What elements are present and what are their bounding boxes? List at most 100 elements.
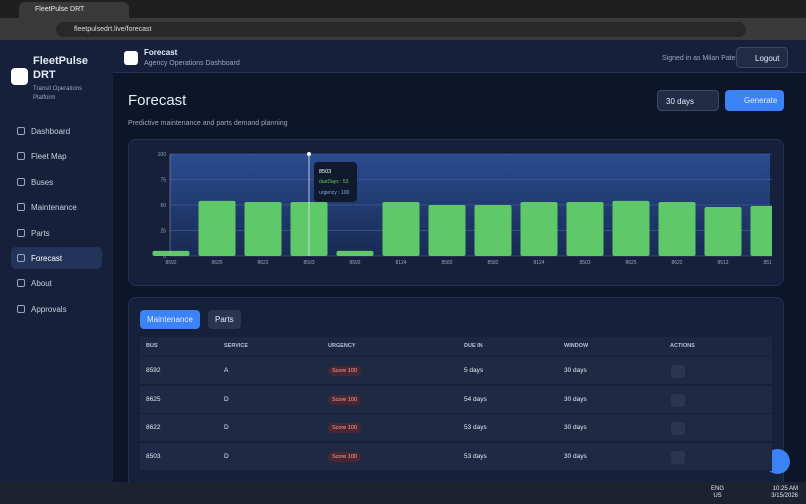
table-row (140, 385, 772, 414)
nav-item[interactable]: Maintenance (11, 196, 102, 218)
bar (152, 250, 190, 256)
nav-item[interactable]: Fleet Map (11, 145, 102, 167)
nav-item[interactable]: Dashboard (11, 120, 102, 142)
bar (244, 201, 282, 256)
x-tick-label: 8582 (441, 260, 452, 266)
x-tick-label: 8592 (165, 260, 176, 266)
column-header: DUE IN (464, 343, 483, 349)
logout-button[interactable]: Logout (736, 47, 788, 68)
delete-button[interactable] (671, 422, 685, 436)
tooltip-line: dueDays : 53 (319, 179, 349, 185)
table-cell: 53 days (464, 453, 487, 461)
bar (658, 201, 696, 256)
table-header (140, 337, 772, 356)
y-tick-label: 0 (163, 254, 166, 260)
topbar (113, 40, 806, 73)
page-title: Forecast (128, 92, 187, 109)
browser-tab[interactable]: FleetPulse DRT (19, 2, 129, 18)
table-cell: 30 days (564, 395, 587, 403)
table-cell: 30 days (564, 424, 587, 432)
bar (750, 206, 772, 256)
table-row (140, 443, 772, 472)
bar (612, 200, 650, 256)
generate-button[interactable]: Generate (725, 90, 784, 111)
lang: ENG (711, 486, 725, 492)
bar (520, 201, 558, 256)
table-cell: 53 days (464, 424, 487, 432)
nav-item[interactable]: Parts (11, 222, 102, 244)
range-select[interactable]: 30 days (657, 90, 719, 111)
table-cell: 30 days (564, 367, 587, 374)
x-tick-label: 8625 (211, 260, 222, 266)
bar (566, 201, 604, 256)
delete-button[interactable] (671, 365, 685, 378)
x-tick-label: 8582 (487, 260, 498, 266)
table-cell: 5 days (464, 367, 484, 374)
x-tick-label: 8503 (303, 260, 314, 266)
bar (336, 250, 374, 256)
y-tick-label: 75 (160, 178, 166, 184)
taskbar (0, 482, 806, 504)
logo (11, 68, 28, 85)
date: 3/15/2026 (771, 493, 798, 499)
y-tick-label: 100 (158, 152, 167, 158)
clock: 10:25 AM 3/15/2026 (766, 486, 798, 500)
table-cell: A (224, 367, 229, 374)
x-tick-label: 8592 (349, 260, 360, 266)
nav-icon (17, 304, 25, 313)
table-cell: 8622 (146, 424, 161, 432)
nav-item[interactable]: About (11, 272, 102, 294)
table-row (140, 414, 772, 443)
delete-button[interactable] (671, 393, 685, 407)
x-tick-label: 8124 (533, 260, 544, 266)
bar (474, 205, 512, 256)
tooltip (314, 162, 357, 202)
table-cell: D (224, 424, 229, 432)
signed-in: Signed in as Milan Patel (662, 55, 738, 62)
urgency-badge: Score 100 (328, 452, 362, 463)
brand: FleetPulse DRT (33, 55, 89, 81)
tab[interactable]: Maintenance (140, 310, 200, 329)
region: US (713, 493, 722, 499)
x-tick-label: 8512 (717, 260, 728, 266)
bar (382, 201, 420, 256)
page-description: Predictive maintenance and parts demand … (128, 120, 288, 127)
nav-item[interactable]: Buses (11, 171, 102, 193)
nav-icon (17, 152, 25, 161)
time: 10:25 AM (772, 486, 798, 492)
y-tick-label: 50 (160, 203, 166, 209)
x-tick-label: 8622 (257, 260, 268, 266)
x-tick-label: 8512 (763, 260, 774, 266)
urgency-badge: Score 100 (328, 366, 362, 376)
column-header: SERVICE (224, 343, 249, 349)
nav-item[interactable]: Forecast (11, 247, 102, 269)
header-title: Forecast (144, 48, 178, 57)
tooltip-title: 8503 (319, 169, 331, 175)
address-bar[interactable]: fleetpulsedrt.live/forecast (56, 22, 746, 37)
table-cell: 8592 (146, 367, 161, 374)
y-tick-label: 25 (160, 229, 166, 235)
table-cell: 8625 (146, 395, 161, 403)
nav-icon (17, 228, 25, 237)
table-cell: 54 days (464, 395, 487, 403)
tagline: Transit Operations Platform (33, 86, 83, 101)
crosshair-dot (307, 152, 311, 156)
table-cell: D (224, 453, 229, 461)
nav-icon (17, 177, 25, 186)
table-cell: D (224, 395, 229, 403)
bar (198, 200, 236, 256)
column-header: WINDOW (564, 343, 589, 349)
tab-strip (0, 0, 806, 18)
delete-button[interactable] (671, 451, 685, 465)
table-cell: 30 days (564, 453, 587, 461)
table-cell: 8503 (146, 453, 161, 461)
nav-icon (17, 127, 25, 135)
x-tick-label: 8622 (671, 260, 682, 266)
nav-item[interactable]: Approvals (11, 298, 102, 320)
nav-icon (17, 254, 25, 262)
nav-icon (17, 203, 25, 212)
table-row (140, 357, 772, 385)
tab[interactable]: Parts (208, 310, 241, 329)
